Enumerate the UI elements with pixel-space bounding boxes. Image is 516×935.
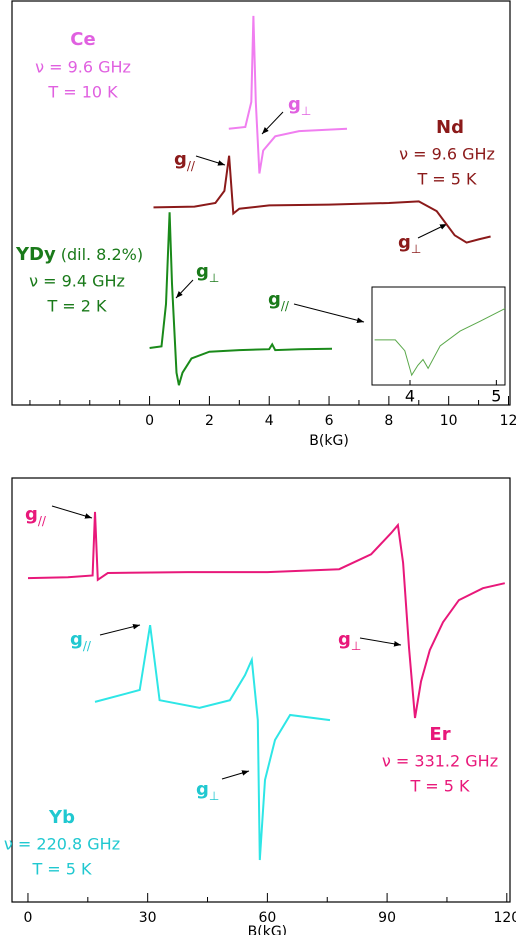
- peak-label: g⊥: [196, 779, 219, 803]
- series-condition: T = 5 K: [416, 170, 477, 189]
- peak-label: g⊥: [398, 232, 421, 256]
- x-tick-label: 60: [258, 910, 276, 926]
- x-axis-label: B(kG): [309, 433, 348, 449]
- x-tick-label: 30: [139, 910, 157, 926]
- series-name: YDy (dil. 8.2%): [15, 244, 143, 265]
- peak-label-g: g: [338, 629, 351, 650]
- series-name-text: Er: [429, 724, 450, 745]
- x-tick-label: 8: [384, 413, 393, 429]
- series-condition: T = 10 K: [47, 83, 118, 102]
- x-axis-label: B(kG): [248, 924, 287, 935]
- peak-label-g: g: [288, 94, 301, 115]
- peak-label-sub: ⊥: [209, 271, 219, 285]
- x-tick-label: 12: [500, 413, 516, 429]
- series-condition: T = 5 K: [409, 777, 470, 796]
- series-name: Er: [429, 724, 450, 745]
- peak-label-g: g: [398, 232, 411, 253]
- peak-label-g: g: [25, 504, 38, 525]
- x-tick-label: 6: [325, 413, 334, 429]
- series-name: Ce: [70, 29, 95, 50]
- spectrum-line: [149, 212, 333, 386]
- peak-label: g//: [268, 289, 290, 313]
- peak-label: g⊥: [196, 261, 219, 285]
- arrows: [51, 111, 448, 780]
- peak-label-sub: ⊥: [209, 789, 219, 803]
- series-subtitle: (dil. 8.2%): [61, 245, 143, 264]
- spectrum-line: [27, 511, 506, 719]
- peak-label: g//: [70, 629, 92, 653]
- x-tick-label: 90: [378, 910, 396, 926]
- x-tick-label: 0: [145, 413, 154, 429]
- peak-label-g: g: [268, 289, 281, 310]
- panel-frame: [11, 0, 511, 406]
- series-condition: ν = 9.6 GHz: [399, 145, 495, 164]
- peak-label-sub: //: [83, 639, 92, 653]
- spectrum-line: [228, 15, 348, 174]
- series-condition: ν = 220.8 GHz: [4, 835, 120, 854]
- spectrum-line: [374, 308, 506, 377]
- inset-x-tick-label: 4: [405, 387, 415, 406]
- panel-frame: [11, 477, 511, 903]
- series-condition: T = 5 K: [31, 860, 92, 879]
- series-condition: ν = 9.6 GHz: [35, 58, 131, 77]
- series-condition: ν = 9.4 GHz: [29, 272, 125, 291]
- spectrum-line: [94, 624, 331, 861]
- series-name: Yb: [48, 807, 75, 828]
- peak-label-sub: ⊥: [411, 242, 421, 256]
- peak-label-g: g: [70, 629, 83, 650]
- series-name: Nd: [436, 117, 464, 138]
- peak-label-sub: //: [38, 514, 47, 528]
- inset-frame: [371, 286, 506, 386]
- peak-label-sub: ⊥: [351, 639, 361, 653]
- inset-x-tick-label: 5: [491, 387, 501, 406]
- series-name-text: Ce: [70, 29, 95, 50]
- peak-label-sub: //: [187, 159, 196, 173]
- peak-label-g: g: [196, 779, 209, 800]
- peak-label-g: g: [196, 261, 209, 282]
- x-tick-label: 4: [265, 413, 274, 429]
- series-condition: T = 2 K: [46, 297, 107, 316]
- peak-label: g//: [174, 149, 196, 173]
- series-name-text: Nd: [436, 117, 464, 138]
- peak-label-sub: ⊥: [301, 104, 311, 118]
- peak-label: g//: [25, 504, 47, 528]
- series-name-text: Yb: [48, 807, 75, 828]
- peak-label: g⊥: [338, 629, 361, 653]
- spectrum-line: [153, 155, 491, 244]
- series-name-text: YDy: [15, 244, 56, 265]
- x-tick-label: 2: [205, 413, 214, 429]
- series-condition: ν = 331.2 GHz: [382, 752, 498, 771]
- peak-label-sub: //: [281, 299, 290, 313]
- x-tick-label: 0: [24, 910, 33, 926]
- peak-label-g: g: [174, 149, 187, 170]
- peak-label: g⊥: [288, 94, 311, 118]
- x-tick-label: 120: [493, 910, 516, 926]
- x-tick-label: 10: [440, 413, 458, 429]
